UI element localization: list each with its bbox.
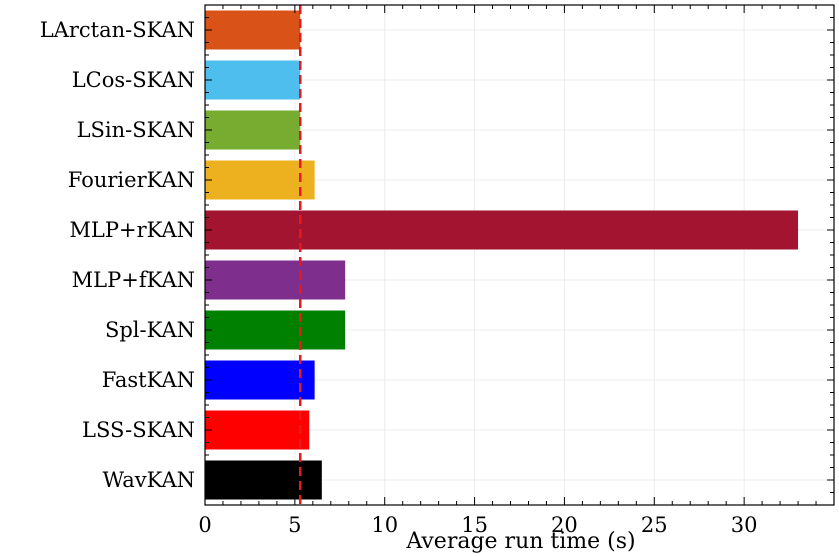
y-tick-label: FastKAN xyxy=(102,368,195,392)
y-tick-label: LCos-SKAN xyxy=(72,68,195,92)
x-axis-label: Average run time (s) xyxy=(405,529,635,554)
bar xyxy=(205,60,301,100)
y-tick-label: LSin-SKAN xyxy=(77,118,195,142)
bar xyxy=(205,460,322,500)
bar xyxy=(205,310,346,350)
y-tick-label: MLP+fKAN xyxy=(72,268,195,292)
x-tick-label: 15 xyxy=(461,513,488,537)
y-tick-label: Spl-KAN xyxy=(105,318,195,342)
y-tick-label: LArctan-SKAN xyxy=(40,18,195,42)
x-tick-label: 5 xyxy=(288,513,301,537)
bar xyxy=(205,210,799,250)
x-tick-label: 30 xyxy=(731,513,758,537)
x-tick-label: 0 xyxy=(198,513,211,537)
bar xyxy=(205,360,315,400)
bar xyxy=(205,260,346,300)
plot-border xyxy=(204,4,835,506)
y-tick-label: FourierKAN xyxy=(68,168,195,192)
bar xyxy=(205,110,301,150)
plot-frame xyxy=(204,4,835,506)
x-tick-labels: 0 5 10 15 20 25 30 xyxy=(198,513,757,537)
bars xyxy=(205,10,799,500)
bar xyxy=(205,410,310,450)
x-tick-label: 20 xyxy=(551,513,578,537)
bar xyxy=(205,10,301,50)
x-tick-label: 10 xyxy=(371,513,398,537)
x-tick-label: 25 xyxy=(641,513,668,537)
bar xyxy=(205,160,315,200)
y-tick-label: WavKAN xyxy=(102,468,195,492)
y-tick-labels: LArctan-SKAN LCos-SKAN LSin-SKAN FourierKAN… xyxy=(40,18,195,492)
y-tick-label: MLP+rKAN xyxy=(69,218,195,242)
y-tick-label: LSS-SKAN xyxy=(82,418,195,442)
